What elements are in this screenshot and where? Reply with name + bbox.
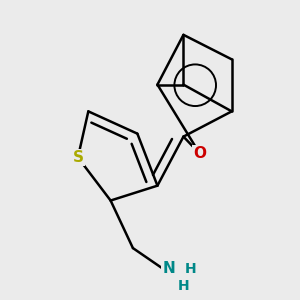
Text: H: H [185,262,197,276]
Text: H: H [178,279,189,293]
Text: O: O [193,146,206,161]
Text: N: N [162,261,175,276]
Text: S: S [72,150,83,165]
